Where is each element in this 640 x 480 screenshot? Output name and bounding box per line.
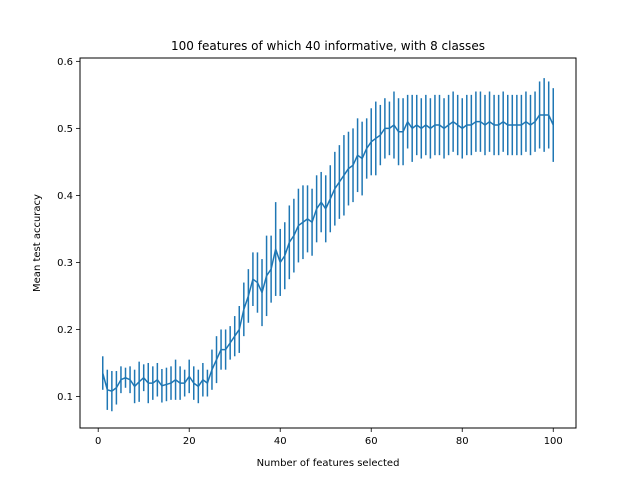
x-axis-label: Number of features selected	[257, 458, 400, 469]
x-tick-label: 20	[183, 436, 196, 447]
y-tick-label: 0.1	[57, 392, 73, 403]
y-axis-label: Mean test accuracy	[32, 194, 43, 292]
y-tick-label: 0.2	[57, 325, 73, 336]
y-tick-label: 0.5	[57, 124, 73, 135]
x-tick-label: 0	[95, 436, 101, 447]
chart-title: 100 features of which 40 informative, wi…	[171, 39, 485, 53]
y-axis: 0.1 0.2 0.3 0.4 0.5 0.6	[57, 57, 80, 403]
y-tick-label: 0.4	[57, 191, 73, 202]
x-tick-label: 40	[274, 436, 287, 447]
x-tick-label: 80	[456, 436, 469, 447]
series-line	[102, 114, 554, 392]
x-axis: 0 20 40 60 80 100	[95, 428, 563, 447]
x-tick-label: 100	[544, 436, 563, 447]
x-tick-label: 60	[365, 436, 378, 447]
axes-frame	[79, 57, 577, 429]
y-tick-label: 0.3	[57, 258, 73, 269]
plot-area	[102, 78, 554, 412]
y-tick-label: 0.6	[57, 57, 73, 68]
